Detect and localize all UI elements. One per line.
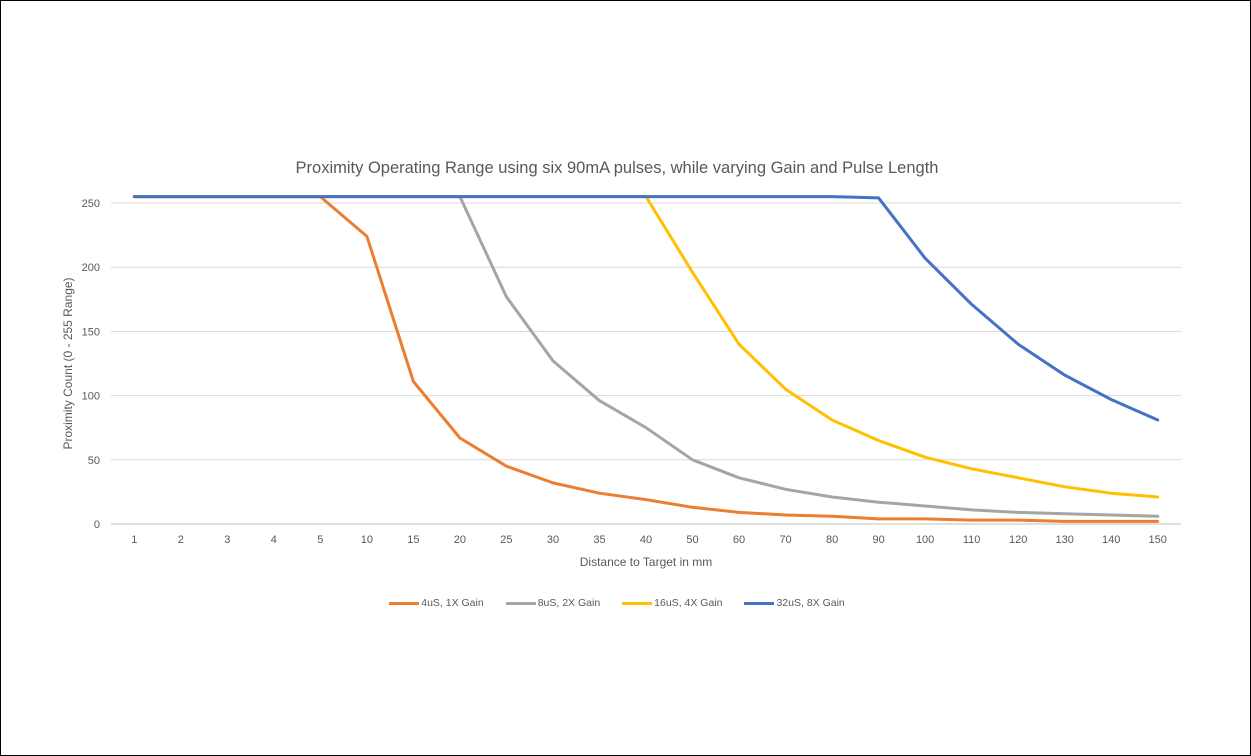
legend-label: 8uS, 2X Gain [537, 597, 601, 609]
legend-label: 16uS, 4X Gain [654, 597, 723, 609]
x-tick-label: 100 [916, 534, 934, 546]
legend-label: 4uS, 1X Gain [421, 597, 484, 609]
y-tick-label: 250 [82, 198, 100, 210]
legend-label: 32uS, 8X Gain [776, 597, 845, 609]
x-tick-label: 60 [733, 534, 745, 546]
x-tick-label: 150 [1149, 534, 1167, 546]
x-tick-label: 2 [178, 534, 184, 546]
x-tick-label: 40 [640, 534, 652, 546]
x-tick-label: 15 [407, 534, 419, 546]
x-tick-label: 10 [361, 534, 373, 546]
x-tick-label: 4 [271, 534, 277, 546]
legend-item-3: 16uS, 4X Gain [622, 597, 722, 609]
series-line-4 [132, 195, 1160, 422]
legend-swatch [744, 601, 775, 605]
x-tick-label: 120 [1009, 534, 1027, 546]
x-tick-label: 140 [1102, 534, 1120, 546]
x-tick-label: 70 [779, 534, 791, 546]
legend-swatch [389, 601, 420, 605]
x-tick-label: 90 [872, 534, 884, 546]
y-tick-labels: 0 50 100 150 200 250 [82, 198, 100, 531]
series-line-1 [132, 195, 1160, 523]
y-tick-label: 150 [82, 326, 100, 338]
series-line-2 [132, 195, 1160, 518]
y-tick-label: 0 [94, 519, 100, 531]
x-tick-label: 3 [224, 534, 230, 546]
y-tick-label: 100 [82, 391, 100, 403]
x-tick-label: 130 [1056, 534, 1074, 546]
line-chart: 0 50 100 150 200 250 1 2 3 4 5 10 15 20 25 30 35 40 50 60 7… [61, 195, 1181, 569]
x-tick-label: 20 [454, 534, 466, 546]
x-tick-label: 50 [686, 534, 698, 546]
series-line-3 [132, 195, 1160, 499]
x-tick-label: 30 [547, 534, 559, 546]
x-axis-title: Distance to Target in mm [580, 555, 713, 569]
x-tick-labels: 1 2 3 4 5 10 15 20 25 30 35 40 50 60 70 80 90 100 110 120 13… [131, 534, 1167, 546]
legend-swatch [505, 601, 536, 605]
legend-item-1: 4uS, 1X Gain [389, 597, 484, 609]
chart-title: Proximity Operating Range using six 90mA… [295, 159, 939, 177]
series-lines [132, 195, 1160, 523]
y-tick-label: 200 [82, 262, 100, 274]
x-tick-label: 110 [963, 534, 981, 546]
x-tick-label: 35 [593, 534, 605, 546]
y-axis-title: Proximity Count (0 - 255 Range) [61, 277, 75, 449]
chart-legend: 4uS, 1X Gain 8uS, 2X Gain 16uS, 4X Gain 32u… [1, 597, 1233, 609]
gridlines [111, 202, 1181, 525]
legend-swatch [622, 601, 653, 605]
legend-item-2: 8uS, 2X Gain [505, 597, 601, 609]
y-tick-label: 50 [88, 455, 100, 467]
x-tick-label: 25 [500, 534, 512, 546]
x-tick-label: 1 [131, 534, 137, 546]
x-tick-label: 80 [826, 534, 838, 546]
x-tick-label: 5 [317, 534, 323, 546]
legend-item-4: 32uS, 8X Gain [744, 597, 845, 609]
